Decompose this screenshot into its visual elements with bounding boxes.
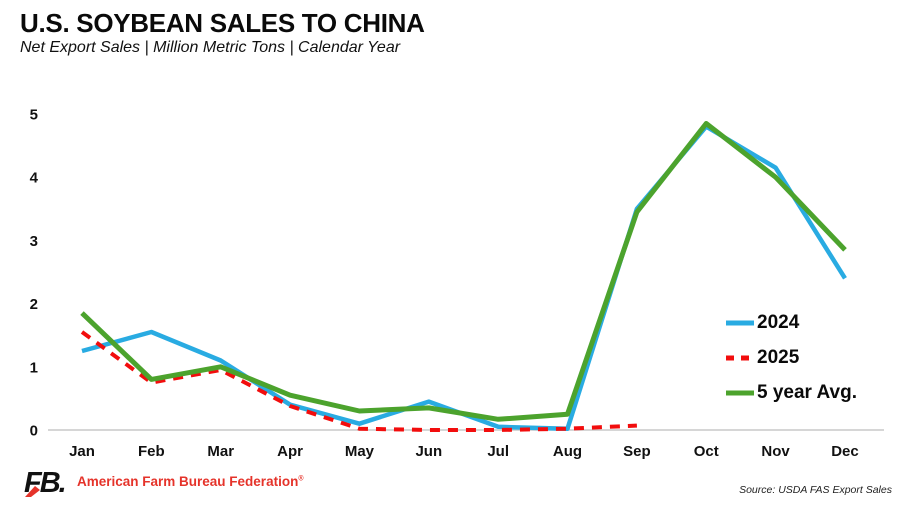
registered-mark: ® <box>298 475 304 482</box>
x-tick-label: Aug <box>553 443 582 460</box>
legend-item-5-year-avg-: 5 year Avg. <box>725 382 857 404</box>
legend-label: 2025 <box>757 347 800 368</box>
legend-swatch-line <box>726 320 754 326</box>
org-name-text: American Farm Bureau Federation <box>77 473 299 489</box>
chart-subtitle: Net Export Sales | Million Metric Tons |… <box>20 39 401 56</box>
y-tick-label: 3 <box>30 233 38 250</box>
source-note: Source: USDA FAS Export Sales <box>739 484 892 496</box>
x-tick-label: May <box>345 443 375 460</box>
x-tick-label: Dec <box>831 443 859 460</box>
x-tick-label: Mar <box>207 443 234 460</box>
x-tick-label: Nov <box>761 443 790 460</box>
legend-label: 2024 <box>757 312 800 333</box>
y-tick-label: 2 <box>30 296 38 313</box>
y-tick-label: 5 <box>30 107 38 124</box>
legend-label: 5 year Avg. <box>757 382 857 403</box>
series-line-5-year-avg- <box>80 121 847 422</box>
legend-swatch-line <box>726 390 754 396</box>
x-tick-label: Apr <box>277 443 303 460</box>
plot-area: 0 1 2 3 4 5 Jan Feb Mar Apr May Jun Jul Aug Sep Oct Nov D… <box>0 70 900 466</box>
y-tick-label: 1 <box>30 359 38 376</box>
x-tick-label: Jun <box>415 443 442 460</box>
x-tick-label: Oct <box>694 443 719 460</box>
y-tick-label: 4 <box>30 170 39 187</box>
x-tick-label: Jul <box>487 443 509 460</box>
x-tick-label: Feb <box>138 443 165 460</box>
x-tick-label: Sep <box>623 443 651 460</box>
legend-item-2025: 2025 <box>725 347 857 369</box>
x-tick-label: Jan <box>69 443 95 460</box>
afbf-logo-icon: FB. <box>24 467 67 498</box>
series-line-2025 <box>80 330 637 432</box>
org-name: American Farm Bureau Federation® <box>77 474 304 489</box>
y-tick-label: 0 <box>30 423 38 440</box>
logo-red-stripe <box>25 486 40 497</box>
chart-title: U.S. SOYBEAN SALES TO CHINA <box>20 8 425 38</box>
footer: FB. American Farm Bureau Federation® <box>22 464 304 498</box>
legend-item-2024: 2024 <box>725 312 857 334</box>
legend: 2024 2025 5 year Avg. <box>725 312 857 404</box>
chart-canvas: 0 1 2 3 4 5 Jan Feb Mar Apr May Jun Jul Aug Sep Oct Nov D… <box>30 107 884 460</box>
legend-swatch-line <box>726 355 754 361</box>
